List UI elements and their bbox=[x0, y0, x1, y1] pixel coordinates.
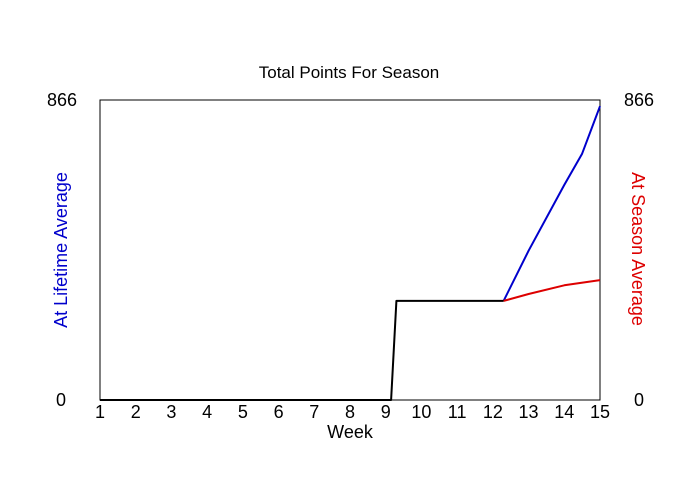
x-axis-label: Week bbox=[327, 422, 374, 442]
x-tick-label-1: 1 bbox=[95, 402, 105, 422]
chart-title: Total Points For Season bbox=[259, 63, 439, 82]
x-tick-label-15: 15 bbox=[590, 402, 610, 422]
x-tick-label-12: 12 bbox=[483, 402, 503, 422]
plot-area bbox=[99, 99, 601, 401]
x-tick-label-13: 13 bbox=[519, 402, 539, 422]
x-tick-label-10: 10 bbox=[411, 402, 431, 422]
y-tick-right-min: 0 bbox=[634, 390, 644, 410]
series-layer bbox=[100, 105, 601, 401]
x-tick-label-8: 8 bbox=[345, 402, 355, 422]
x-tick-label-4: 4 bbox=[202, 402, 212, 422]
x-tick-label-6: 6 bbox=[274, 402, 284, 422]
series-line-1 bbox=[502, 105, 601, 302]
x-tick-label-3: 3 bbox=[166, 402, 176, 422]
x-tick-label-2: 2 bbox=[131, 402, 141, 422]
x-tick-labels: 1 2 3 4 5 6 7 8 9 10 11 12 13 14 15 bbox=[95, 402, 610, 422]
x-tick-label-11: 11 bbox=[448, 402, 467, 422]
y-tick-right-max: 866 bbox=[624, 90, 654, 110]
y-axis-label-right: At Season Average bbox=[628, 172, 648, 326]
x-tick-label-7: 7 bbox=[309, 402, 319, 422]
y-axis-label-left: At Lifetime Average bbox=[51, 172, 71, 328]
y-tick-left-min: 0 bbox=[56, 390, 66, 410]
series-line-3 bbox=[100, 299, 504, 401]
x-tick-label-5: 5 bbox=[238, 402, 248, 422]
x-tick-label-9: 9 bbox=[381, 402, 391, 422]
series-line-2 bbox=[503, 279, 601, 302]
x-tick-label-14: 14 bbox=[554, 402, 574, 422]
y-tick-left-max: 866 bbox=[47, 90, 77, 110]
